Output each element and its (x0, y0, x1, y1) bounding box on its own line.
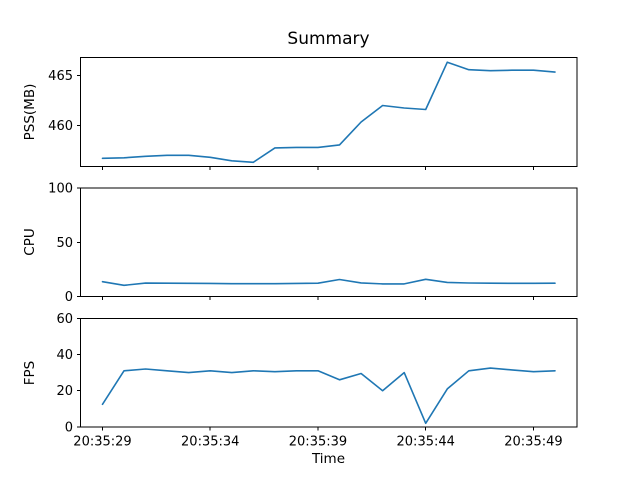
y-tick-label-cpu: 100 (48, 182, 73, 197)
y-tick-label-cpu: 0 (65, 290, 73, 305)
y-tick-label-fps: 0 (65, 420, 73, 435)
y-axis-label-cpu: CPU (22, 228, 38, 256)
cpu-line (101, 278, 556, 287)
chart-title: Summary (287, 29, 370, 49)
x-tick-label: 20:35:44 (397, 434, 455, 449)
subplot-pss: 460 465 (48, 57, 578, 170)
x-axis-label: Time (311, 451, 346, 467)
fps-line (101, 367, 556, 425)
x-tick-label: 20:35:39 (289, 434, 347, 449)
y-tick-label-pss: 460 (48, 119, 73, 134)
axes-frame-cpu (80, 187, 578, 298)
pss-line (101, 61, 556, 164)
x-tick-label: 20:35:34 (181, 434, 239, 449)
subplot-fps: 0 20 40 60 20:35:29 20:35:34 20:35:39 20:35:44 2… (56, 312, 578, 449)
subplot-cpu: 0 50 100 (48, 182, 578, 305)
y-axis-label-fps: FPS (22, 360, 38, 386)
y-axis-label-pss: PSS(MB) (22, 83, 38, 141)
y-tick-label-pss: 465 (48, 69, 73, 84)
y-tick-label-fps: 20 (56, 384, 73, 399)
axes-frame-fps (80, 317, 578, 428)
y-tick-label-fps: 60 (56, 312, 73, 327)
x-tick-label: 20:35:29 (73, 434, 131, 449)
axes-frame-pss (80, 57, 578, 167)
x-tick-label: 20:35:49 (504, 434, 562, 449)
y-tick-label-fps: 40 (56, 348, 73, 363)
y-tick-label-cpu: 50 (56, 236, 73, 251)
